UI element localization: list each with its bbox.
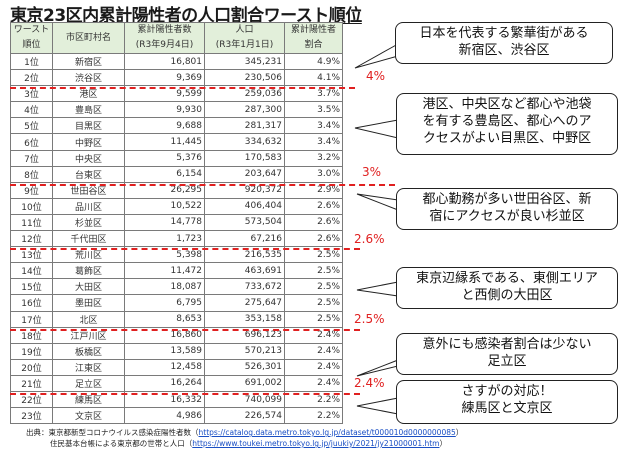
table-row: 11位 杉並区 14,778 573,504 2.6%: [10, 213, 343, 232]
callout-line: と西側の大田区: [461, 288, 553, 303]
ratio-cell: 2.2%: [284, 407, 343, 425]
source-link-1[interactable]: https://catalog.data.metro.tokyo.lg.jp/d…: [198, 428, 456, 437]
ranking-table: ワースト 順位 市区町村名 累計陽性者数 (R3年9月4日) 人口 (R3年1月1日)…: [10, 22, 343, 425]
table-row: 1位 新宿区 16,801 345,231 4.9%: [10, 52, 343, 71]
threshold-line: [10, 248, 360, 251]
callout-line: さすがの対応！: [461, 384, 553, 399]
callout-line: 練馬区と文京区: [461, 401, 553, 416]
threshold-label: 2.6%: [354, 232, 385, 246]
table-row: 12位 千代田区 1,723 67,216 2.6%: [10, 230, 343, 248]
callout-bubble: 意外にも感染者割合は少ない 足立区: [396, 333, 618, 375]
threshold-label: 4%: [366, 69, 386, 83]
threshold-line: [10, 328, 360, 331]
page-title: 東京23区内累計陽性者の人口割合ワースト順位: [10, 6, 362, 26]
table-row: 10位 品川区 10,522 406,404 2.6%: [10, 197, 343, 215]
table-row: 4位 豊島区 9,930 287,300 3.5%: [10, 101, 343, 119]
table-row: 23位 文京区 4,986 226,574 2.2%: [10, 407, 343, 425]
callout-line: 日本を代表する繁華街がある: [419, 26, 589, 41]
cases-cell: 4,986: [124, 407, 205, 425]
table-row: 13位 荒川区 5,398 216,535 2.5%: [10, 246, 343, 264]
header-cases: 累計陽性者数 (R3年9月4日): [124, 22, 205, 54]
callout-bubble: 日本を代表する繁華街がある 新宿区、渋谷区: [395, 22, 613, 64]
threshold-label: 3%: [362, 165, 382, 179]
callout-bubble: 港区、中央区など都心や池袋 を有する豊島区、都心へのア クセスがよい目黒区、中野区: [396, 93, 618, 155]
header-ratio: 累計陽性者 割合: [284, 22, 343, 54]
callout-line: 都心勤務が多い世田谷区、新: [422, 192, 592, 207]
source-link-2[interactable]: https://www.toukei.metro.tokyo.lg.jp/juu…: [192, 439, 440, 448]
ratio-cell: 3.2%: [284, 149, 343, 167]
threshold-label: 2.4%: [354, 376, 385, 390]
table-header-row: ワースト 順位 市区町村名 累計陽性者数 (R3年9月4日) 人口 (R3年1月1日)…: [10, 22, 343, 54]
callout-line: 宿にアクセスが良い杉並区: [429, 209, 585, 224]
callout-bubble: さすがの対応！ 練馬区と文京区: [396, 380, 618, 424]
callout-line: 新宿区、渋谷区: [458, 43, 550, 58]
callout-line: を有する豊島区、都心へのア: [422, 114, 592, 129]
table-row: 14位 葛飾区 11,472 463,691 2.5%: [10, 262, 343, 280]
threshold-line: [10, 393, 360, 396]
callout-line: 東京辺縁系である、東側エリア: [416, 271, 598, 286]
callout-line: 意外にも感染者割合は少ない: [422, 337, 592, 352]
table-row: 19位 板橋区 13,589 570,213 2.4%: [10, 342, 343, 360]
callout-line: クセスがよい目黒区、中野区: [422, 131, 592, 146]
threshold-label: 2.5%: [354, 312, 385, 326]
callout-line: 港区、中央区など都心や池袋: [422, 97, 592, 112]
table-row: 3位 港区 9,599 259,036 3.7%: [10, 85, 343, 103]
threshold-line: [10, 87, 355, 90]
table-row: 5位 目黒区 9,688 281,317 3.4%: [10, 117, 343, 135]
callout-bubble: 都心勤務が多い世田谷区、新 宿にアクセスが良い杉並区: [396, 188, 618, 230]
table-row: 8位 台東区 6,154 203,647 3.0%: [10, 165, 343, 183]
callout-bubble: 東京辺縁系である、東側エリア と西側の大田区: [396, 267, 618, 309]
table-row: 6位 中野区 11,445 334,632 3.4%: [10, 133, 343, 151]
table-row: 16位 墨田区 6,795 275,647 2.5%: [10, 294, 343, 312]
source-citation: 出典：東京都新型コロナウイルス感染症陽性者数（https://catalog.d…: [26, 428, 464, 448]
table-row: 2位 渋谷区 9,369 230,506 4.1%: [10, 69, 343, 87]
callout-line: 足立区: [487, 354, 527, 369]
threshold-line: [10, 183, 395, 186]
